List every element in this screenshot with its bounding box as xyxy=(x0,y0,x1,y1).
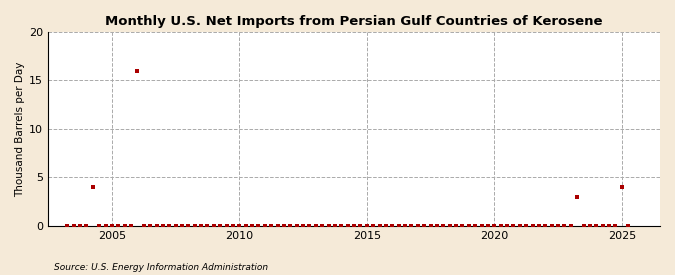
Point xyxy=(234,224,245,228)
Point xyxy=(603,224,614,228)
Point xyxy=(502,224,512,228)
Point xyxy=(616,185,627,189)
Point xyxy=(292,224,302,228)
Point xyxy=(431,224,442,228)
Point xyxy=(514,224,525,228)
Point xyxy=(470,224,481,228)
Point xyxy=(227,224,238,228)
Point xyxy=(438,224,449,228)
Point xyxy=(361,224,372,228)
Point xyxy=(464,224,475,228)
Point xyxy=(394,224,404,228)
Point xyxy=(304,224,315,228)
Point xyxy=(272,224,283,228)
Point xyxy=(406,224,417,228)
Point xyxy=(87,185,98,189)
Point xyxy=(368,224,379,228)
Y-axis label: Thousand Barrels per Day: Thousand Barrels per Day xyxy=(15,61,25,197)
Point xyxy=(113,224,124,228)
Point xyxy=(81,224,92,228)
Point xyxy=(240,224,251,228)
Point xyxy=(349,224,360,228)
Point xyxy=(425,224,436,228)
Point xyxy=(520,224,531,228)
Point xyxy=(279,224,290,228)
Text: Source: U.S. Energy Information Administration: Source: U.S. Energy Information Administ… xyxy=(54,263,268,272)
Point xyxy=(476,224,487,228)
Point xyxy=(451,224,462,228)
Point xyxy=(126,224,136,228)
Point xyxy=(387,224,398,228)
Point xyxy=(298,224,308,228)
Point xyxy=(310,224,321,228)
Point xyxy=(119,224,130,228)
Point xyxy=(418,224,429,228)
Point xyxy=(196,224,207,228)
Point xyxy=(329,224,340,228)
Point xyxy=(540,224,551,228)
Point xyxy=(107,224,117,228)
Point xyxy=(183,224,194,228)
Point xyxy=(138,224,149,228)
Point xyxy=(144,224,155,228)
Point xyxy=(610,224,621,228)
Point xyxy=(190,224,200,228)
Point xyxy=(132,68,143,73)
Point xyxy=(259,224,270,228)
Point xyxy=(412,224,423,228)
Point xyxy=(164,224,175,228)
Point xyxy=(597,224,608,228)
Title: Monthly U.S. Net Imports from Persian Gulf Countries of Kerosene: Monthly U.S. Net Imports from Persian Gu… xyxy=(105,15,603,28)
Point xyxy=(202,224,213,228)
Point xyxy=(400,224,410,228)
Point xyxy=(336,224,347,228)
Point xyxy=(508,224,519,228)
Point xyxy=(342,224,353,228)
Point xyxy=(177,224,188,228)
Point xyxy=(559,224,570,228)
Point xyxy=(317,224,327,228)
Point xyxy=(572,195,583,199)
Point xyxy=(68,224,79,228)
Point xyxy=(355,224,366,228)
Point xyxy=(75,224,86,228)
Point xyxy=(100,224,111,228)
Point xyxy=(157,224,168,228)
Point xyxy=(151,224,162,228)
Point xyxy=(381,224,392,228)
Point xyxy=(253,224,264,228)
Point xyxy=(585,224,595,228)
Point xyxy=(323,224,334,228)
Point xyxy=(215,224,225,228)
Point xyxy=(489,224,500,228)
Point xyxy=(566,224,576,228)
Point xyxy=(170,224,181,228)
Point xyxy=(623,224,634,228)
Point xyxy=(533,224,544,228)
Point xyxy=(527,224,538,228)
Point xyxy=(553,224,564,228)
Point xyxy=(246,224,257,228)
Point xyxy=(457,224,468,228)
Point xyxy=(374,224,385,228)
Point xyxy=(221,224,232,228)
Point xyxy=(94,224,105,228)
Point xyxy=(546,224,557,228)
Point xyxy=(495,224,506,228)
Point xyxy=(444,224,455,228)
Point xyxy=(62,224,73,228)
Point xyxy=(483,224,493,228)
Point xyxy=(591,224,601,228)
Point xyxy=(578,224,589,228)
Point xyxy=(266,224,277,228)
Point xyxy=(285,224,296,228)
Point xyxy=(209,224,219,228)
